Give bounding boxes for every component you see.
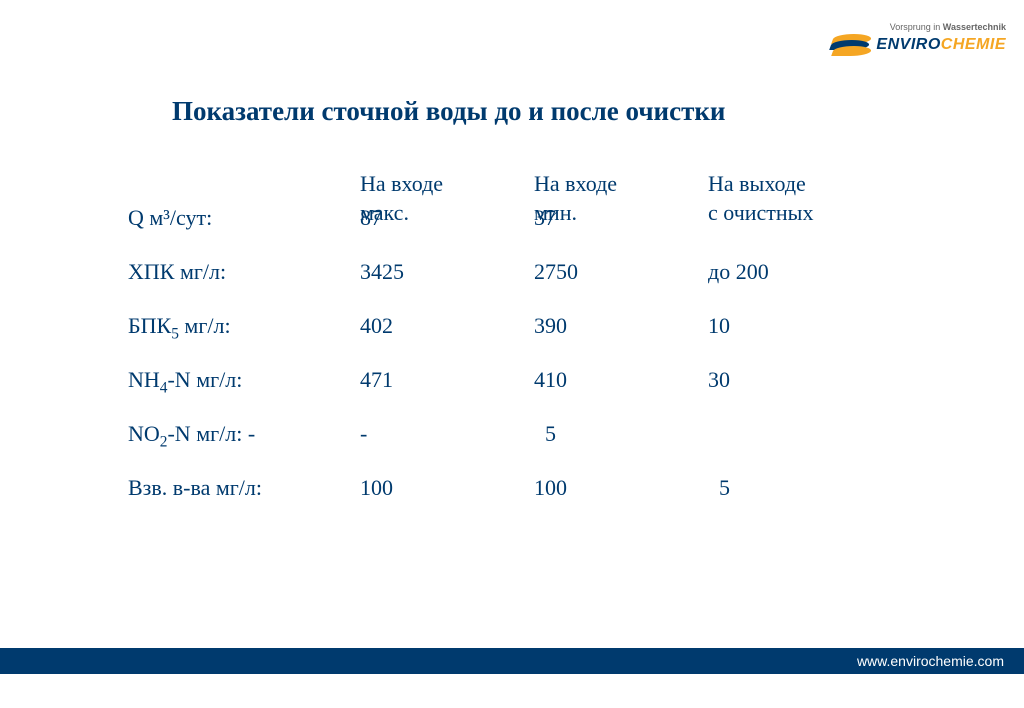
tagline-part1: Vorsprung in — [890, 22, 943, 32]
param-label: ХПК мг/л: — [128, 259, 360, 285]
cell-in-max: 471 — [360, 367, 534, 393]
table-row: NH4-N мг/л: 471 410 30 — [128, 365, 918, 419]
cell-in-min: 37 — [534, 205, 708, 231]
cell-in-min: 390 — [534, 313, 708, 339]
cell-in-max: 3425 — [360, 259, 534, 285]
cell-in-min: 100 — [534, 475, 708, 501]
footer-url: www.envirochemie.com — [857, 653, 1004, 669]
cell-out: 10 — [708, 313, 888, 339]
cell-out: 5 — [708, 475, 888, 501]
table-row: БПК5 мг/л: 402 390 10 — [128, 311, 918, 365]
brand-tagline: Vorsprung in Wassertechnik — [831, 22, 1006, 32]
brand-name: ENVIROCHEMIE — [876, 36, 1006, 54]
table-row: ХПК мг/л: 3425 2750 до 200 — [128, 257, 918, 311]
brand-logo: ENVIROCHEMIE — [831, 34, 1006, 56]
brand-header: Vorsprung in Wassertechnik ENVIROCHEMIE — [831, 22, 1006, 56]
logo-swoosh-icon — [831, 34, 873, 56]
parameters-table: На входемакс. На входемин. На выходес оч… — [128, 170, 918, 527]
tagline-part2: Wassertechnik — [943, 22, 1006, 32]
table-row: NO2-N мг/л: - - 5 — [128, 419, 918, 473]
param-label: NH4-N мг/л: — [128, 367, 360, 397]
brand-name-part2: CHEMIE — [941, 36, 1006, 53]
param-label: NO2-N мг/л: - — [128, 421, 360, 451]
cell-out: 30 — [708, 367, 888, 393]
param-label: БПК5 мг/л: — [128, 313, 360, 343]
cell-in-min: 5 — [534, 421, 708, 447]
cell-in-max: - — [360, 421, 534, 447]
cell-in-max: 402 — [360, 313, 534, 339]
table-row: Взв. в-ва мг/л: 100 100 5 — [128, 473, 918, 527]
slide-footer: www.envirochemie.com — [0, 648, 1024, 674]
cell-in-max: 87 — [360, 205, 534, 231]
column-header-out: На выходес очистных — [708, 170, 888, 227]
cell-out: до 200 — [708, 259, 888, 285]
param-label: Q м³/сут: — [128, 205, 360, 231]
brand-name-part1: ENVIRO — [876, 36, 940, 53]
slide-title: Показатели сточной воды до и после очист… — [172, 96, 725, 127]
cell-in-min: 2750 — [534, 259, 708, 285]
cell-in-max: 100 — [360, 475, 534, 501]
cell-in-min: 410 — [534, 367, 708, 393]
param-label: Взв. в-ва мг/л: — [128, 475, 360, 501]
